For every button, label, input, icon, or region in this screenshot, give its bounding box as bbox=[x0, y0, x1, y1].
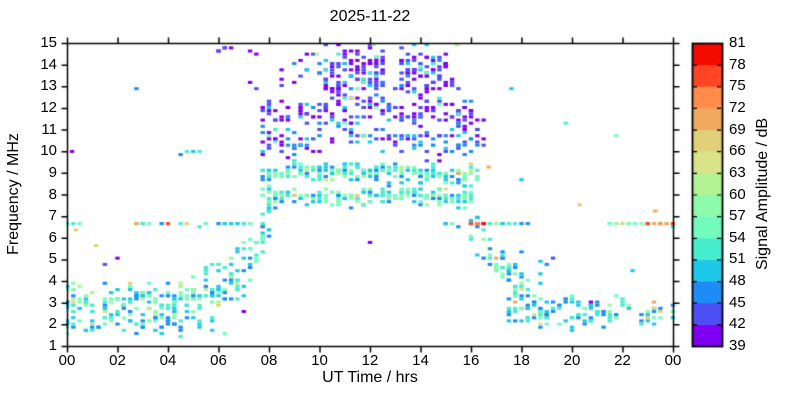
y-tick-label: 6 bbox=[48, 228, 57, 246]
y-tick-label: 12 bbox=[40, 98, 57, 116]
y-tick-label: 5 bbox=[48, 250, 57, 268]
y-tick-label: 11 bbox=[41, 120, 57, 138]
x-tick-label: 00 bbox=[58, 352, 76, 369]
colorbar-tick-label: 81 bbox=[729, 34, 746, 51]
x-tick-label: 04 bbox=[159, 352, 177, 369]
colorbar-tick-label: 66 bbox=[729, 142, 746, 160]
y-tick-label: 4 bbox=[48, 272, 57, 290]
colorbar-label: Signal Amplitude / dB bbox=[754, 117, 771, 271]
colorbar-tick-label: 42 bbox=[729, 315, 746, 333]
y-tick-label: 1 bbox=[48, 337, 57, 354]
colorbar-tick-label: 72 bbox=[729, 98, 746, 116]
y-tick-label: 15 bbox=[40, 34, 57, 51]
colorbar-tick-label: 48 bbox=[729, 272, 746, 290]
y-tick-label: 9 bbox=[48, 163, 57, 181]
colorbar-tick-label: 60 bbox=[729, 185, 746, 203]
x-tick-label: 10 bbox=[311, 352, 328, 369]
colorbar-tick-label: 78 bbox=[729, 55, 746, 73]
colorbar-tick-label: 51 bbox=[729, 250, 746, 268]
x-tick-label: 14 bbox=[412, 352, 429, 369]
y-tick-label: 14 bbox=[40, 55, 57, 73]
y-tick-label: 3 bbox=[48, 293, 57, 311]
colorbar-tick-label: 57 bbox=[729, 207, 746, 225]
x-tick-label: 02 bbox=[109, 352, 126, 369]
colorbar-tick-label: 54 bbox=[729, 228, 746, 246]
colorbar-tick-label: 75 bbox=[729, 77, 746, 95]
colorbar-tick-label: 45 bbox=[729, 293, 746, 311]
x-tick-label: 00 bbox=[664, 352, 682, 369]
y-tick-label: 2 bbox=[48, 315, 57, 333]
colorbar-tick-label: 63 bbox=[729, 163, 746, 181]
y-tick-label: 7 bbox=[48, 207, 57, 225]
y-tick-label: 13 bbox=[40, 77, 57, 95]
chart-title: 2025-11-22 bbox=[329, 8, 411, 25]
x-tick-label: 18 bbox=[513, 352, 530, 369]
x-tick-label: 20 bbox=[563, 352, 581, 369]
x-tick-label: 16 bbox=[462, 352, 480, 369]
x-tick-label: 06 bbox=[210, 352, 227, 369]
y-tick-label: 10 bbox=[40, 142, 57, 160]
x-tick-label: 12 bbox=[361, 352, 379, 369]
y-tick-label: 8 bbox=[48, 185, 57, 203]
x-axis-label: UT Time / hrs bbox=[322, 369, 418, 386]
colorbar-tick-label: 69 bbox=[729, 120, 746, 138]
x-tick-label: 08 bbox=[260, 352, 278, 369]
colorbar-tick-label: 39 bbox=[729, 337, 746, 354]
x-tick-label: 22 bbox=[614, 352, 631, 369]
